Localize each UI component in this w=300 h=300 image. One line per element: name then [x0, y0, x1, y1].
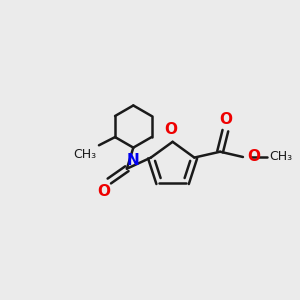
Text: O: O	[248, 148, 261, 164]
Text: O: O	[165, 122, 178, 136]
Text: N: N	[127, 153, 140, 168]
Text: O: O	[98, 184, 110, 199]
Text: O: O	[219, 112, 232, 127]
Text: CH₃: CH₃	[74, 148, 97, 160]
Text: CH₃: CH₃	[269, 151, 292, 164]
